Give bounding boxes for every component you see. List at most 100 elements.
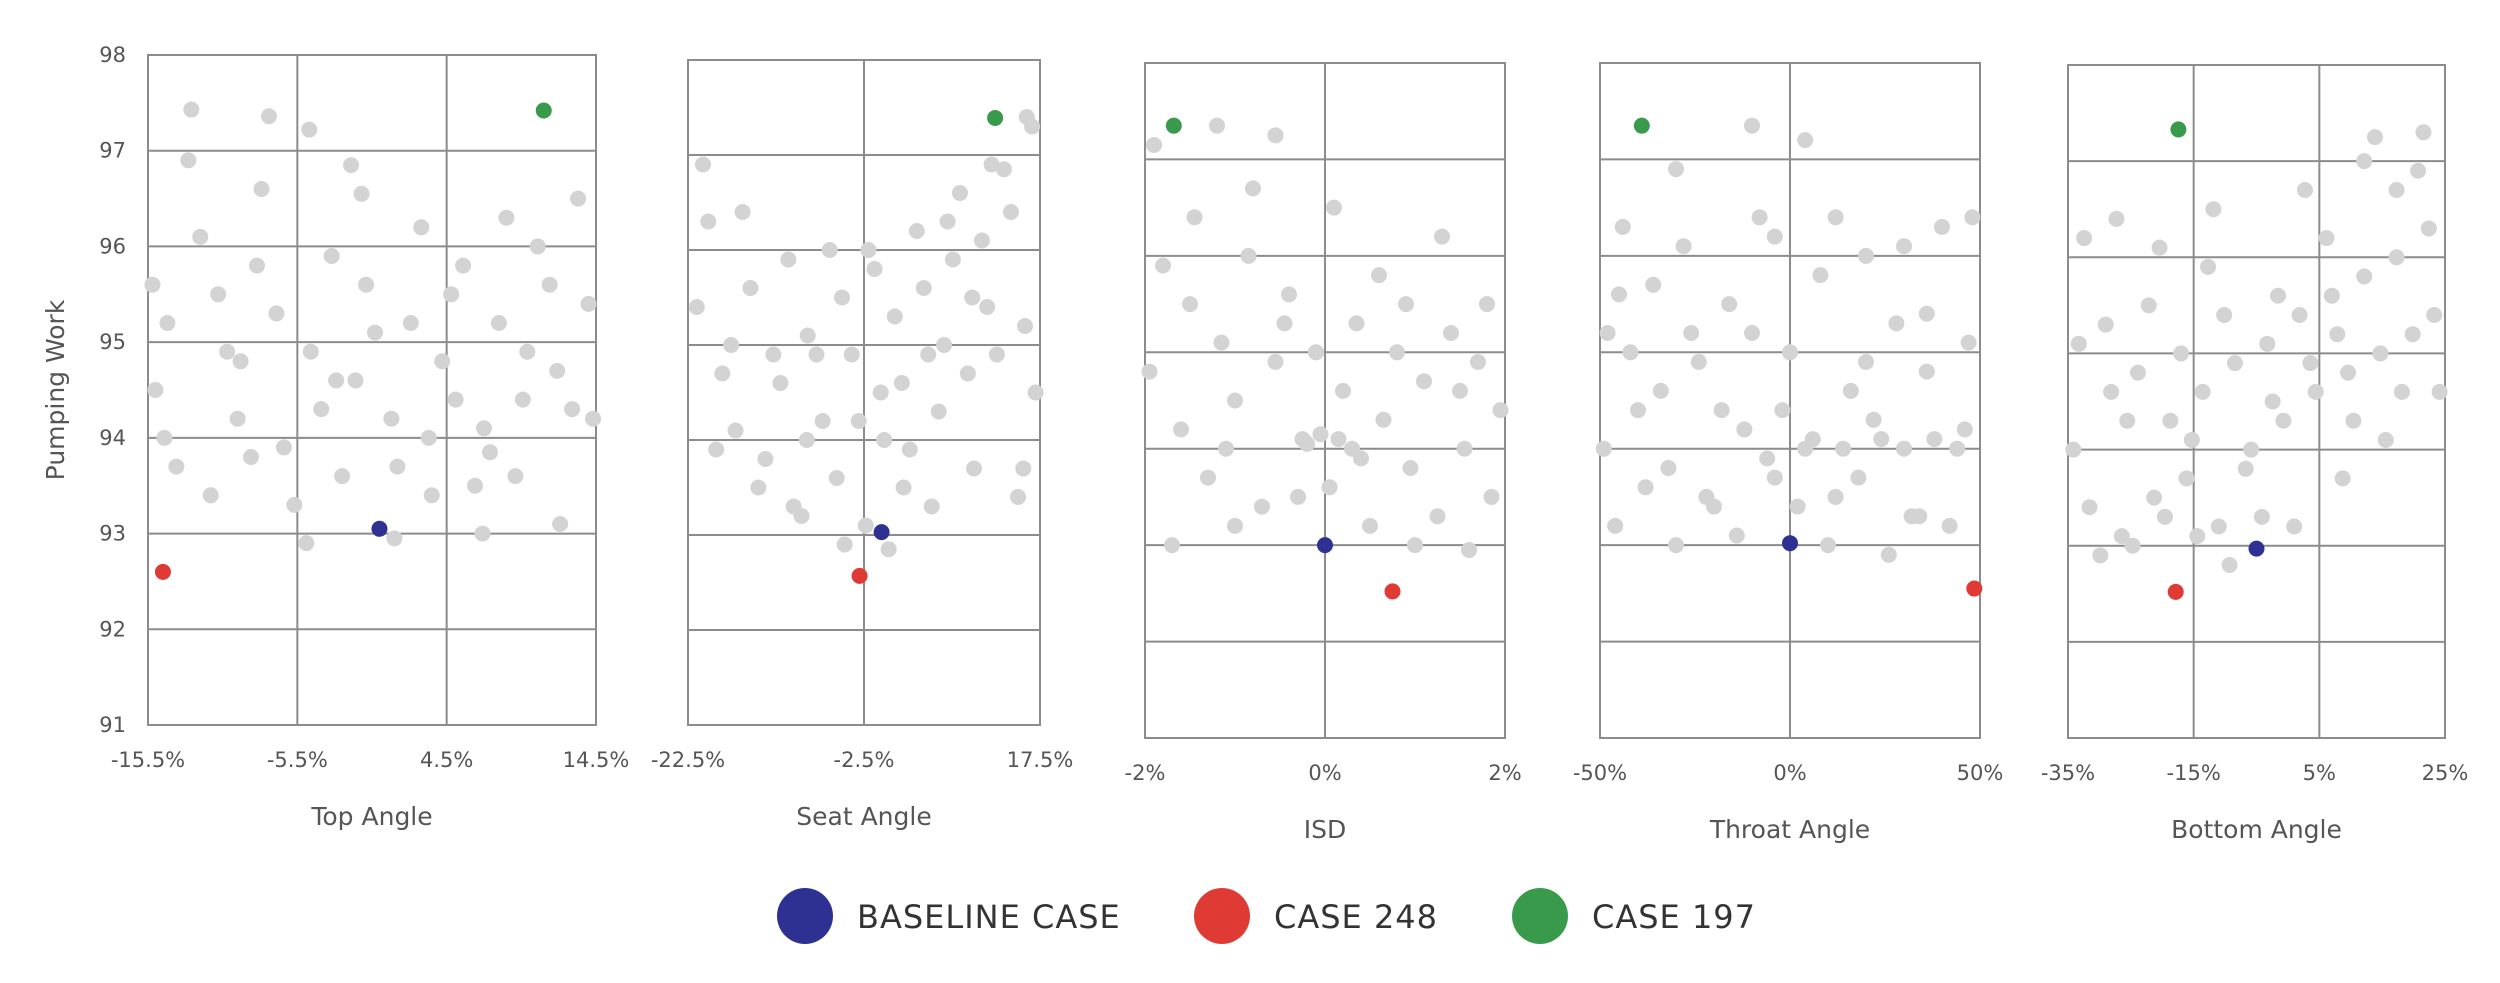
data-point xyxy=(447,391,464,408)
data-point xyxy=(959,365,976,382)
data-point xyxy=(2070,335,2087,352)
data-point xyxy=(780,251,797,268)
data-point xyxy=(700,213,717,230)
data-point xyxy=(358,276,375,293)
data-point xyxy=(734,204,751,220)
data-point xyxy=(2356,268,2373,285)
baseline-point xyxy=(371,520,388,537)
data-point xyxy=(180,152,197,169)
data-point xyxy=(334,468,351,485)
data-point xyxy=(1326,199,1342,216)
data-point xyxy=(2345,412,2362,429)
data-point xyxy=(2286,518,2303,535)
data-point xyxy=(1759,450,1776,467)
x-axis-title: Top Angle xyxy=(310,802,432,831)
data-point xyxy=(1766,469,1783,486)
x-axis-title: Seat Angle xyxy=(796,802,931,831)
data-point xyxy=(2243,441,2260,458)
data-point xyxy=(983,156,1000,173)
data-point xyxy=(828,470,845,486)
data-point xyxy=(434,353,451,370)
data-point xyxy=(2124,537,2141,554)
legend-marker xyxy=(1194,888,1250,944)
panel-5: -35% -15% 5% 25% Bottom Angle xyxy=(2041,64,2468,844)
y-tick-label: 95 xyxy=(99,330,126,354)
data-point xyxy=(147,382,164,398)
data-point xyxy=(1896,440,1912,457)
data-point xyxy=(168,458,185,475)
data-point xyxy=(1835,440,1852,457)
baseline-point xyxy=(1317,537,1333,554)
data-point xyxy=(1371,267,1387,284)
data-point xyxy=(1010,489,1026,505)
data-point xyxy=(1416,373,1432,390)
data-point xyxy=(2340,364,2357,381)
data-point xyxy=(834,289,850,306)
x-tick-label: -2.5% xyxy=(834,748,895,772)
data-point xyxy=(1335,382,1351,399)
data-point xyxy=(2130,364,2147,381)
data-point xyxy=(727,422,744,439)
data-point xyxy=(886,308,903,325)
data-point xyxy=(1827,488,1844,505)
panel-3: -2% 0% 2% ISD xyxy=(1125,62,1522,844)
data-point xyxy=(930,403,947,420)
data-point xyxy=(353,185,370,202)
data-point xyxy=(347,372,364,389)
data-point xyxy=(2426,306,2443,323)
data-point xyxy=(490,315,507,331)
case-197-point xyxy=(1165,117,1182,134)
data-point xyxy=(2372,345,2389,362)
data-point xyxy=(1002,204,1019,220)
data-point xyxy=(843,346,860,363)
data-point xyxy=(1146,136,1162,153)
data-point xyxy=(876,432,893,448)
data-point xyxy=(2113,528,2130,545)
data-point xyxy=(474,525,491,542)
data-point xyxy=(2081,499,2098,516)
data-point xyxy=(951,185,968,201)
data-point xyxy=(1348,315,1365,332)
data-point xyxy=(2270,287,2287,304)
data-point xyxy=(1850,469,1867,486)
data-point xyxy=(2404,326,2421,343)
data-point xyxy=(156,429,173,446)
data-point xyxy=(1254,498,1270,515)
case-248-point xyxy=(2167,583,2184,600)
data-point xyxy=(564,401,581,418)
case-197-point xyxy=(987,109,1004,126)
data-point xyxy=(1492,402,1509,419)
data-point xyxy=(2264,393,2281,410)
data-point xyxy=(423,487,440,504)
data-point xyxy=(688,299,705,315)
data-point xyxy=(1842,382,1859,399)
data-point xyxy=(2097,316,2114,333)
data-point xyxy=(2216,306,2233,323)
x-tick-label: 0% xyxy=(1773,761,1806,785)
data-point xyxy=(2221,556,2238,573)
data-point xyxy=(2194,383,2211,400)
data-point xyxy=(2296,181,2313,198)
data-point xyxy=(1865,411,1882,428)
data-point xyxy=(1595,440,1612,457)
data-point xyxy=(343,157,360,174)
data-point xyxy=(232,353,249,370)
data-point xyxy=(920,346,937,363)
x-tick-label: 0% xyxy=(1308,761,1341,785)
data-point xyxy=(1407,537,1423,554)
data-point xyxy=(1949,440,1966,457)
data-point xyxy=(1797,132,1814,149)
data-point xyxy=(1960,334,1977,351)
data-point xyxy=(1888,315,1905,332)
data-point xyxy=(988,346,1005,363)
data-point xyxy=(742,280,759,296)
data-point xyxy=(1721,296,1738,313)
plot-frame xyxy=(2067,64,2446,739)
y-tick-label: 92 xyxy=(99,617,126,641)
data-point xyxy=(2237,460,2254,477)
data-point xyxy=(2420,220,2437,237)
data-point xyxy=(498,209,515,226)
data-point xyxy=(1213,334,1230,351)
data-point xyxy=(1774,402,1791,419)
legend-item: CASE 248 xyxy=(1194,888,1437,944)
